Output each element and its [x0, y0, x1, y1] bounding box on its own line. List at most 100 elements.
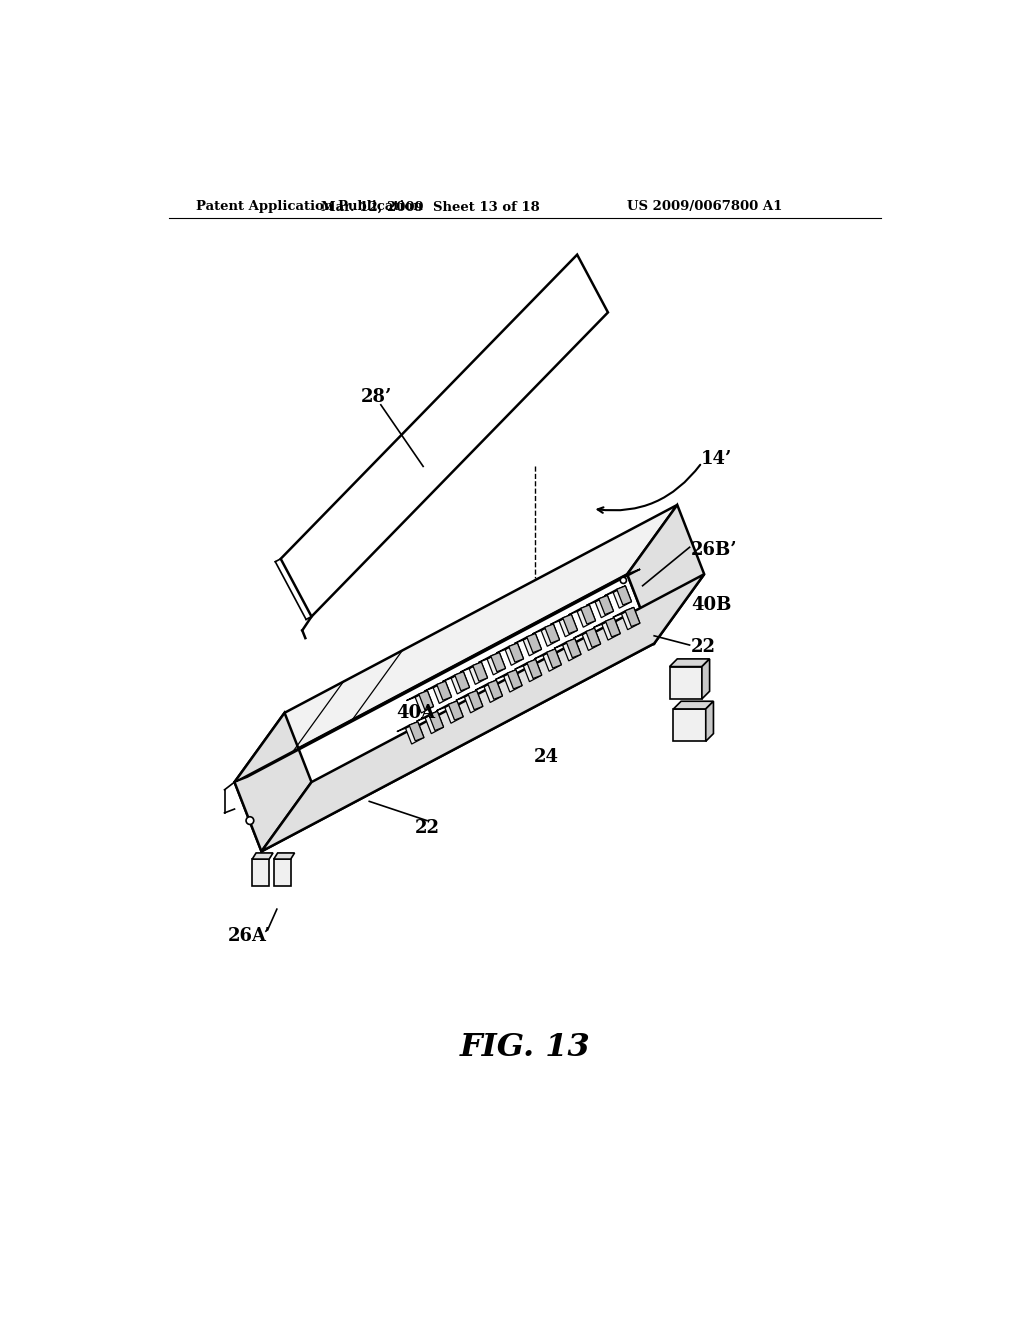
Polygon shape [487, 680, 503, 700]
Polygon shape [674, 709, 706, 742]
Polygon shape [543, 649, 561, 672]
Text: 22: 22 [415, 820, 439, 837]
Polygon shape [613, 607, 634, 618]
Text: 22: 22 [691, 639, 716, 656]
Polygon shape [234, 713, 311, 851]
Polygon shape [670, 667, 701, 700]
Polygon shape [581, 605, 596, 624]
Polygon shape [429, 711, 443, 730]
Polygon shape [234, 569, 640, 781]
Polygon shape [504, 669, 522, 692]
Polygon shape [578, 605, 596, 627]
Circle shape [621, 577, 627, 583]
Polygon shape [495, 669, 516, 680]
Polygon shape [587, 595, 607, 606]
Polygon shape [465, 690, 482, 713]
Polygon shape [563, 615, 578, 634]
Polygon shape [628, 506, 705, 644]
Polygon shape [670, 659, 710, 667]
Text: 24: 24 [534, 748, 559, 767]
Polygon shape [559, 615, 578, 636]
Text: 26A’: 26A’ [228, 927, 271, 945]
Circle shape [246, 817, 254, 825]
Polygon shape [252, 859, 269, 886]
Text: 28’: 28’ [361, 388, 392, 407]
Polygon shape [674, 701, 714, 709]
Polygon shape [497, 643, 517, 653]
Polygon shape [397, 722, 418, 731]
Polygon shape [490, 652, 506, 672]
Text: Mar. 12, 2009  Sheet 13 of 18: Mar. 12, 2009 Sheet 13 of 18 [322, 201, 541, 214]
Polygon shape [554, 639, 574, 648]
Polygon shape [406, 722, 424, 744]
Polygon shape [514, 634, 536, 643]
Polygon shape [478, 652, 500, 663]
Polygon shape [532, 624, 553, 634]
Polygon shape [484, 680, 503, 702]
Text: Patent Application Publication: Patent Application Publication [196, 201, 423, 214]
Polygon shape [616, 586, 632, 605]
Polygon shape [473, 663, 487, 681]
Polygon shape [551, 615, 571, 624]
Polygon shape [234, 574, 654, 851]
Polygon shape [613, 586, 632, 609]
Polygon shape [273, 853, 295, 859]
Polygon shape [515, 660, 536, 669]
Polygon shape [252, 853, 273, 859]
Polygon shape [469, 663, 487, 684]
Polygon shape [417, 711, 437, 721]
Polygon shape [261, 574, 705, 851]
Polygon shape [452, 672, 470, 694]
Polygon shape [523, 660, 542, 681]
Text: 14’: 14’ [700, 450, 732, 467]
Polygon shape [701, 659, 710, 700]
Text: FIG. 13: FIG. 13 [460, 1032, 590, 1063]
Polygon shape [527, 660, 542, 678]
Polygon shape [461, 663, 481, 672]
Polygon shape [509, 643, 523, 663]
Polygon shape [455, 672, 470, 690]
Polygon shape [535, 649, 555, 659]
Polygon shape [407, 690, 427, 701]
Polygon shape [456, 690, 477, 701]
Polygon shape [234, 506, 677, 781]
Text: US 2009/0067800 A1: US 2009/0067800 A1 [628, 201, 782, 214]
Polygon shape [436, 701, 457, 710]
Polygon shape [449, 701, 463, 721]
Polygon shape [547, 649, 561, 668]
Polygon shape [419, 690, 433, 710]
Polygon shape [586, 628, 601, 647]
Polygon shape [583, 628, 601, 651]
Polygon shape [602, 618, 621, 640]
Polygon shape [523, 634, 542, 656]
Text: 40B: 40B [691, 597, 731, 614]
Polygon shape [605, 618, 621, 638]
Polygon shape [444, 701, 463, 723]
Text: 26B’: 26B’ [691, 541, 737, 558]
Polygon shape [437, 681, 452, 701]
Polygon shape [273, 859, 291, 886]
Polygon shape [507, 669, 522, 689]
Polygon shape [599, 595, 613, 615]
Polygon shape [442, 672, 464, 681]
Polygon shape [410, 722, 424, 741]
Polygon shape [625, 607, 640, 627]
Polygon shape [593, 618, 614, 627]
Polygon shape [622, 607, 640, 630]
Polygon shape [425, 711, 443, 734]
Polygon shape [604, 586, 626, 595]
Polygon shape [541, 624, 559, 647]
Polygon shape [545, 624, 559, 643]
Polygon shape [433, 681, 452, 704]
Polygon shape [562, 639, 581, 661]
Polygon shape [487, 652, 506, 675]
Polygon shape [425, 681, 445, 690]
Polygon shape [526, 634, 542, 652]
Polygon shape [415, 690, 433, 713]
Polygon shape [475, 680, 497, 690]
Polygon shape [468, 690, 482, 710]
Polygon shape [706, 701, 714, 742]
Polygon shape [595, 595, 613, 618]
Text: 40A: 40A [396, 704, 435, 722]
Polygon shape [566, 639, 581, 657]
